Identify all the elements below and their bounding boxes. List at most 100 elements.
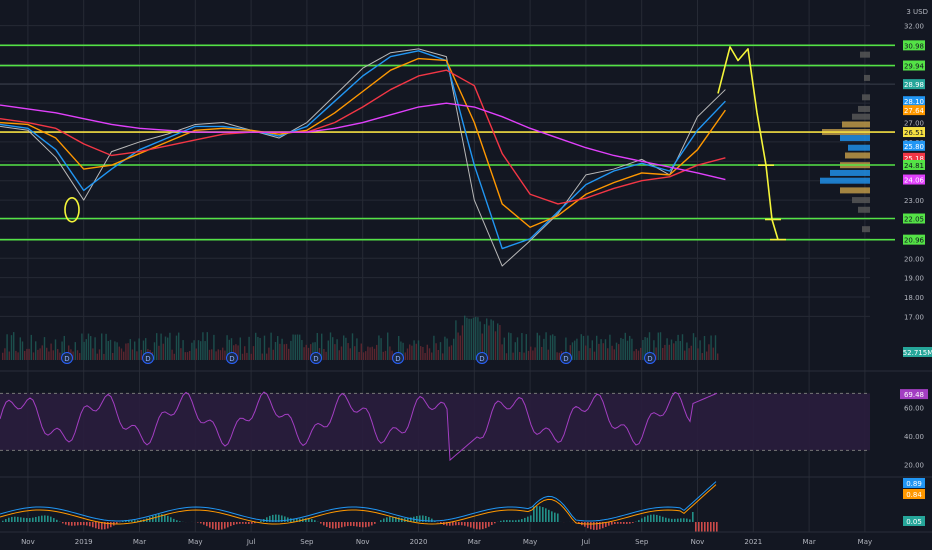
volume-bar: [468, 318, 470, 360]
volume-bar: [508, 332, 510, 360]
dividend-label: D: [145, 355, 150, 363]
macd-histogram-bar: [215, 522, 217, 530]
volume-bar: [552, 334, 554, 360]
macd-histogram-bar: [137, 520, 139, 522]
volume-bar: [338, 350, 340, 360]
macd-histogram-bar: [71, 522, 73, 526]
volume-bar: [615, 342, 618, 360]
volume-bar: [582, 335, 585, 360]
volume-bar: [237, 345, 239, 360]
time-tick-label: 2021: [744, 538, 762, 546]
volume-bar: [426, 344, 428, 360]
time-axis[interactable]: Nov 2019 Mar May Jul Sep Nov 2020 Mar May Jul Sep No…: [0, 531, 932, 546]
volume-bar: [448, 346, 450, 360]
macd-histogram-bar: [11, 516, 13, 522]
volume-bar: [178, 332, 180, 360]
macd-histogram-bar: [122, 521, 124, 522]
horizontal-levels[interactable]: [0, 44, 895, 241]
macd-histogram-bar: [296, 518, 298, 522]
time-tick-label: Nov: [356, 538, 370, 546]
dividend-circle: [310, 352, 322, 364]
macd-histogram-bar: [251, 522, 253, 524]
macd-histogram-bar: [515, 520, 517, 522]
macd-histogram-bar: [599, 522, 601, 530]
macd-histogram-bar: [578, 522, 580, 524]
macd-histogram-bar: [617, 522, 619, 524]
volume-profile-bar: [862, 94, 870, 101]
volume-bar: [505, 353, 508, 360]
volume-bar: [345, 337, 347, 360]
volume-bar: [327, 340, 329, 360]
volume-bar: [208, 349, 211, 360]
macd-histogram-bar: [629, 522, 631, 524]
macd-histogram-bar: [440, 522, 442, 524]
macd-histogram-bar: [170, 517, 172, 522]
volume-bar: [294, 334, 296, 360]
series-line: [0, 69, 726, 205]
volume-bar: [406, 348, 409, 360]
volume-bar: [142, 340, 145, 360]
volume-bar: [697, 348, 699, 360]
macd-histogram-bar: [521, 519, 523, 522]
macd-histogram-bar: [278, 514, 280, 522]
volume-bar: [160, 333, 162, 360]
volume-bar: [662, 347, 664, 360]
macd-histogram-bar: [491, 522, 493, 525]
price-badge-text: 29.94: [904, 63, 925, 71]
volume-bar: [107, 340, 109, 360]
volume-bar: [94, 337, 96, 360]
volume-bar: [195, 348, 197, 360]
volume-bar: [15, 350, 17, 360]
macd-histogram-bar: [356, 522, 358, 527]
volume-bar: [384, 350, 387, 360]
volume-bar: [530, 346, 532, 360]
volume-bar: [580, 334, 582, 360]
volume-bar: [675, 341, 677, 360]
volume-bar: [219, 350, 222, 360]
volume-bar: [354, 346, 356, 360]
volume-bar: [316, 332, 318, 360]
time-tick-label: Mar: [802, 538, 815, 546]
macd-histogram-bar: [89, 522, 91, 527]
macd-histogram-bar: [674, 518, 676, 522]
macd-histogram-bar: [455, 522, 457, 526]
price-badge-bg: [903, 234, 925, 245]
volume-bar: [6, 334, 8, 360]
macd-histogram-bar: [680, 518, 682, 522]
volume-bar: [222, 347, 224, 360]
macd-histogram-bar: [542, 507, 544, 522]
price-badge-text: 24.06: [904, 177, 925, 185]
volume-bar: [488, 325, 490, 360]
macd-histogram-bar: [425, 515, 427, 522]
volume-bar: [644, 337, 646, 360]
macd-histogram-bar: [338, 522, 340, 529]
macd-histogram-bar: [314, 520, 316, 522]
macd-histogram-bar: [422, 515, 424, 522]
dividend-circle: [61, 352, 73, 364]
macd-histogram-bar: [350, 522, 352, 526]
volume-bar: [162, 343, 164, 360]
macd-histogram-bar: [593, 522, 595, 530]
volume-bar: [35, 341, 37, 360]
macd-histogram-bar: [65, 522, 67, 525]
yellow-annotations[interactable]: [64, 46, 786, 241]
macd-histogram-bar: [428, 517, 430, 522]
macd-histogram-bar: [332, 522, 334, 529]
macd-histogram-bar: [104, 522, 106, 530]
volume-bar: [699, 340, 701, 360]
macd-histogram-bar: [341, 522, 343, 528]
macd-histogram-bar: [50, 516, 52, 522]
rsi-tick-label: 20.00: [904, 462, 924, 470]
macd-histogram-bar: [533, 506, 535, 522]
volume-bar: [239, 337, 241, 360]
volume-bar: [186, 352, 189, 360]
macd-histogram-bar: [695, 522, 697, 532]
volume-bar: [182, 340, 184, 360]
macd-histogram-bar: [461, 522, 463, 526]
macd-histogram-bar: [95, 522, 97, 529]
volume-bar: [543, 338, 545, 360]
macd-histogram-bar: [116, 522, 118, 524]
macd-histogram-bar: [716, 522, 718, 532]
